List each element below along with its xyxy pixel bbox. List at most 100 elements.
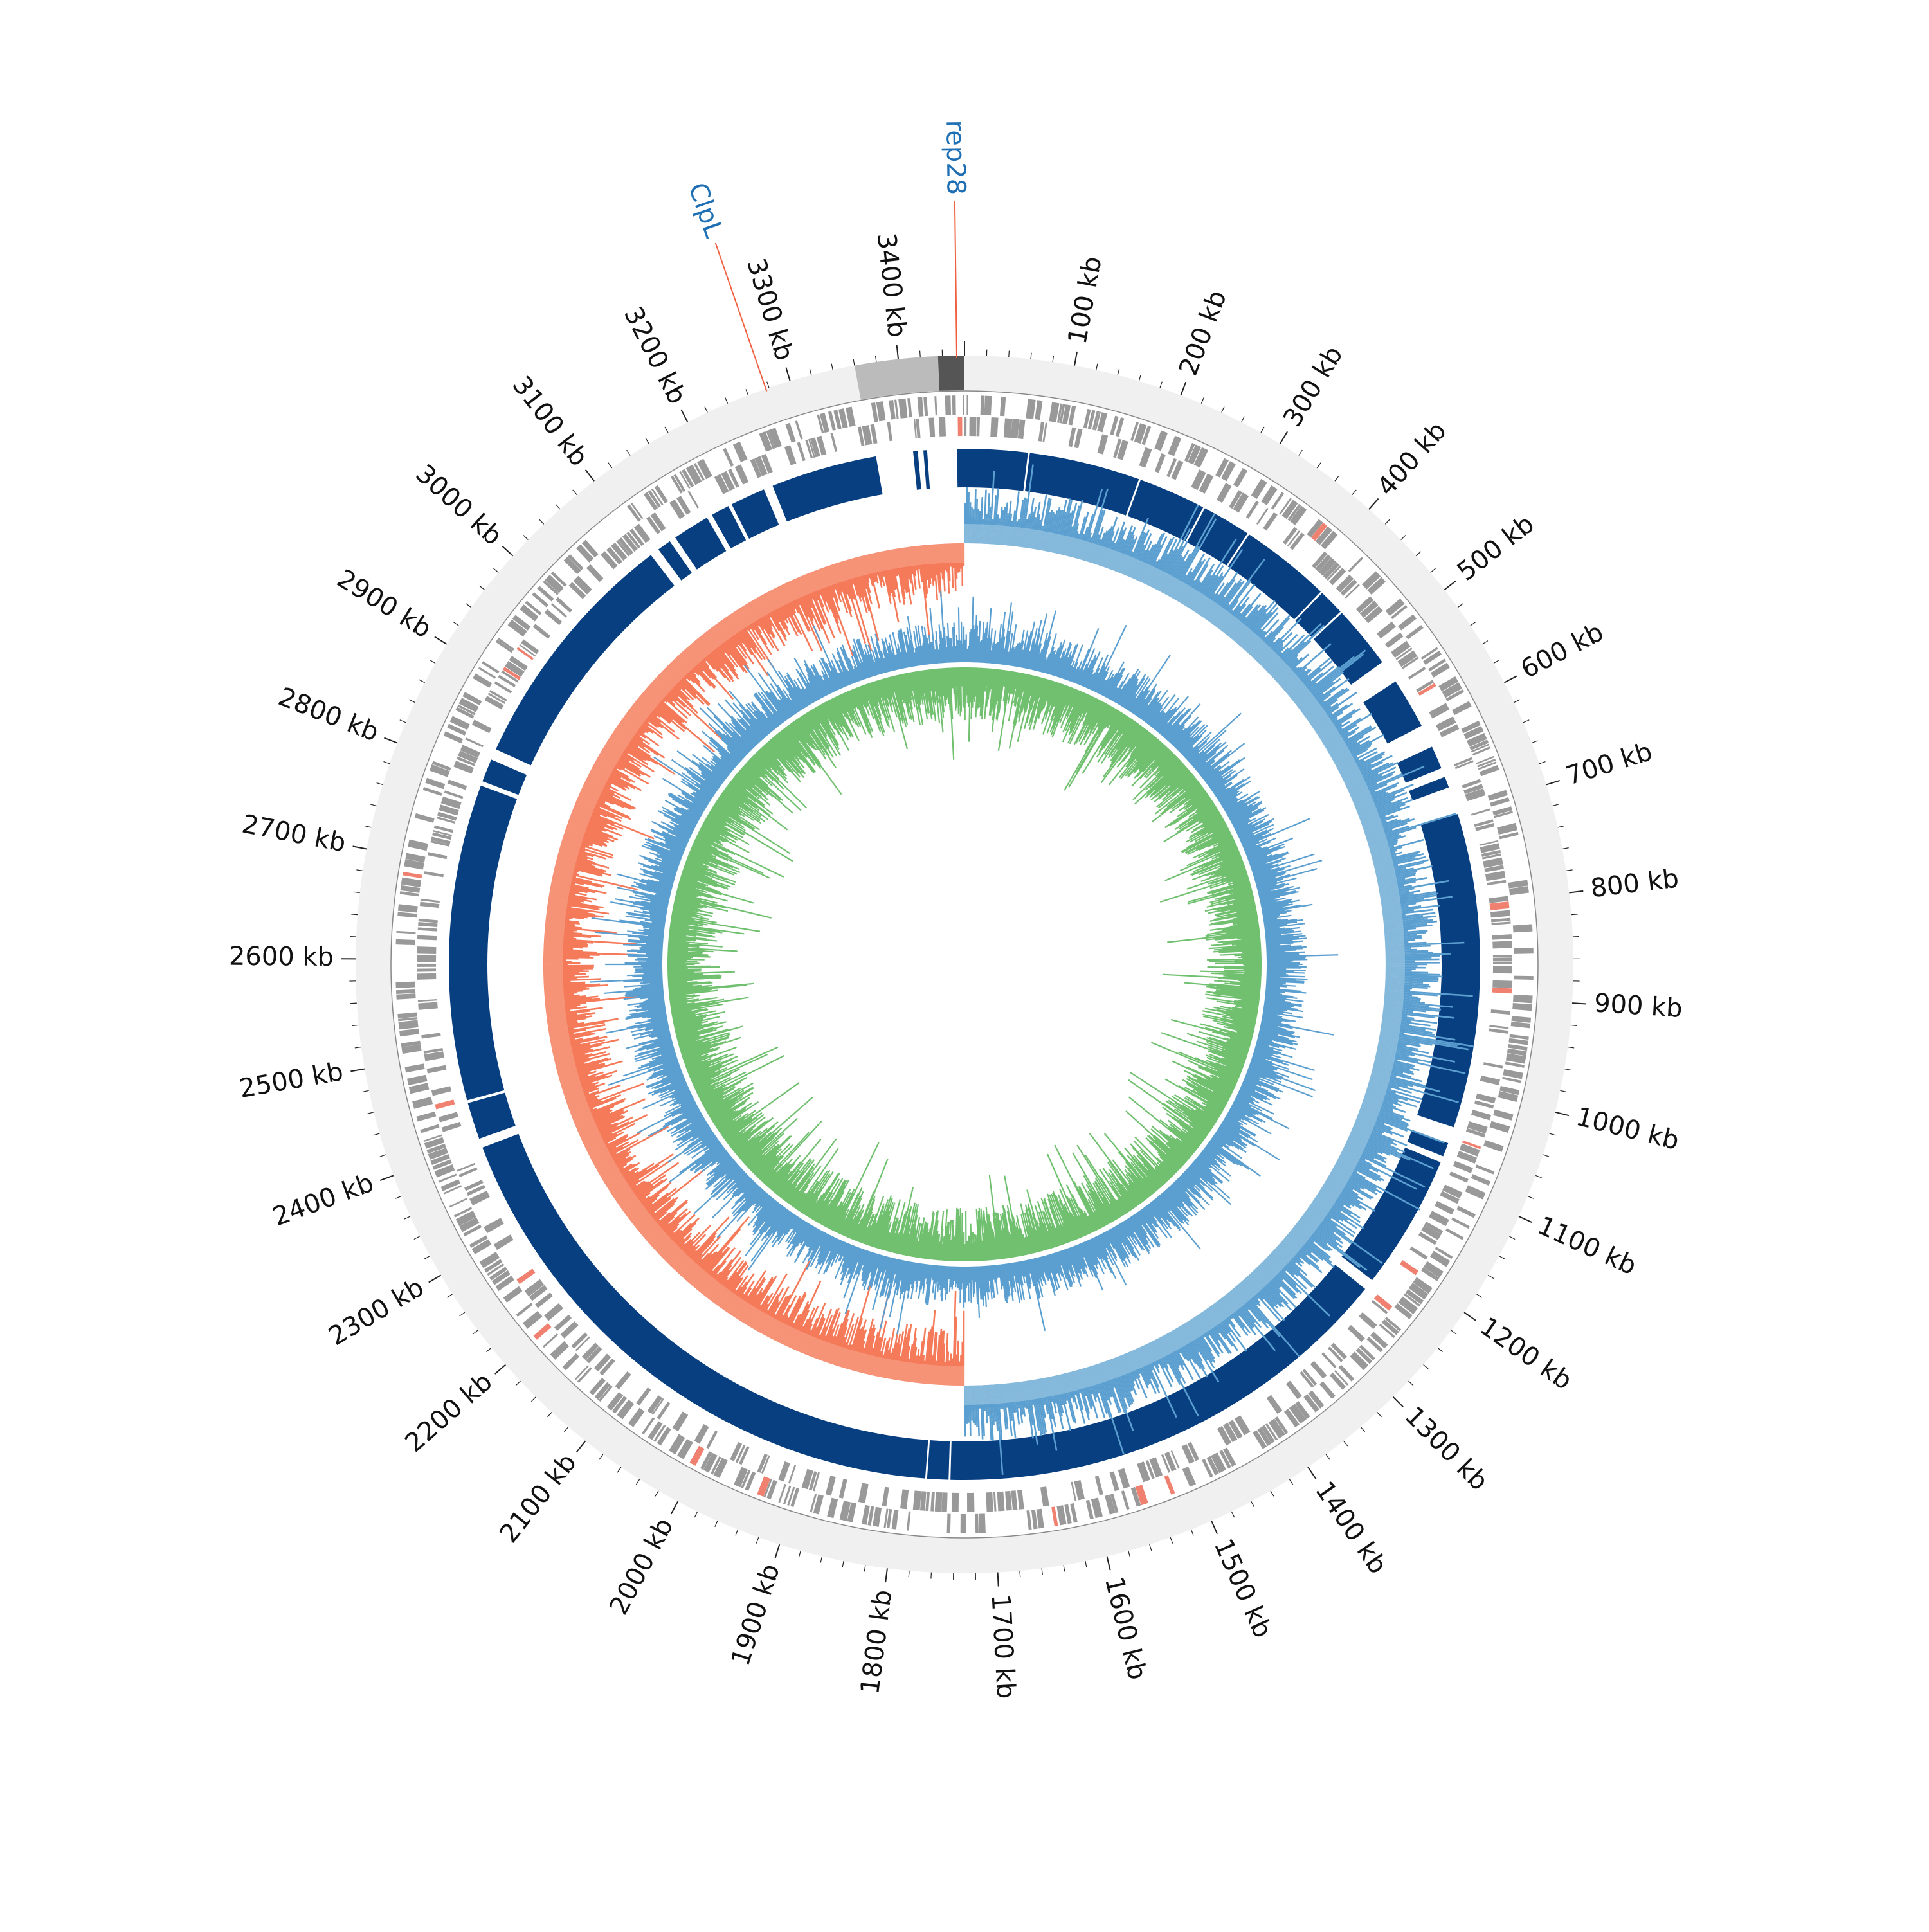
gene-mark <box>1493 1110 1513 1121</box>
minor-tick <box>1271 1491 1274 1497</box>
minor-tick <box>646 438 649 444</box>
major-tick <box>350 1069 365 1072</box>
major-tick <box>435 636 447 644</box>
major-tick <box>577 1441 586 1452</box>
minor-tick <box>1251 1501 1254 1507</box>
axis-tick-label: 3100 kb <box>507 371 594 472</box>
minor-tick <box>1535 1175 1541 1177</box>
alignment-block <box>957 449 964 487</box>
gene-mark <box>396 931 415 934</box>
major-tick <box>586 470 594 481</box>
minor-tick <box>1009 351 1010 357</box>
minor-tick <box>1523 720 1529 723</box>
gene-mark <box>444 790 464 799</box>
gene-mark <box>418 922 437 927</box>
gene-mark <box>520 604 538 621</box>
gene-mark <box>628 1408 645 1427</box>
gene-mark <box>1217 483 1231 503</box>
axis-tick-label: 3300 kb <box>741 255 799 364</box>
gene-mark <box>797 442 805 461</box>
axis-tick-label: 1500 kb <box>1208 1535 1278 1643</box>
minor-tick <box>1139 375 1141 381</box>
major-tick <box>1107 1557 1110 1570</box>
gene-mark <box>1286 1381 1302 1400</box>
alignment-block <box>1363 682 1422 744</box>
gene-mark <box>1005 1491 1012 1511</box>
major-tick <box>384 738 397 743</box>
minor-tick <box>409 700 415 702</box>
gene-mark <box>1319 1381 1336 1399</box>
gene-mark <box>963 395 964 415</box>
gene-mark <box>484 1218 503 1233</box>
minor-tick <box>368 1112 374 1114</box>
minor-tick <box>1564 1069 1571 1070</box>
gene-mark <box>1491 918 1510 923</box>
minor-tick <box>1539 762 1545 764</box>
gene-mark <box>428 852 447 859</box>
minor-tick <box>377 783 383 785</box>
gene-mark <box>1512 1003 1532 1011</box>
gene-mark <box>594 1353 611 1371</box>
minor-tick <box>1416 552 1420 556</box>
gene-mark <box>416 1112 436 1122</box>
gene-mark <box>586 564 604 582</box>
gene-mark <box>1035 400 1042 420</box>
gene-mark <box>516 1268 535 1284</box>
minor-tick <box>725 397 728 403</box>
minor-tick <box>799 1551 801 1557</box>
axis-tick-label: 400 kb <box>1372 416 1453 501</box>
gene-mark <box>544 1303 563 1321</box>
minor-tick <box>351 914 358 915</box>
minor-tick <box>473 1330 478 1334</box>
gene-mark <box>900 1489 909 1509</box>
gene-mark <box>399 1029 419 1036</box>
gene-mark <box>941 1492 947 1512</box>
gene-mark <box>465 737 484 747</box>
gene-mark <box>396 989 415 994</box>
gc-content-bar <box>1267 973 1286 974</box>
minor-tick <box>1543 1155 1549 1157</box>
axis-tick-label: 1400 kb <box>1309 1476 1393 1580</box>
gene-mark <box>1493 966 1512 973</box>
minor-tick <box>1261 427 1264 433</box>
gene-mark <box>964 417 966 436</box>
major-tick <box>1555 1112 1569 1115</box>
axis-tick-label: 1100 kb <box>1533 1211 1640 1281</box>
gc-content-bar <box>968 1267 969 1301</box>
gene-mark <box>967 1493 975 1512</box>
gene-mark <box>449 1198 467 1207</box>
minor-tick <box>875 356 876 362</box>
major-tick <box>775 1544 780 1558</box>
alignment-block <box>923 450 930 489</box>
axis-tick-label: 2300 kb <box>323 1272 429 1351</box>
minor-tick <box>1471 622 1476 626</box>
major-tick <box>1393 1397 1403 1407</box>
minor-tick <box>1482 641 1488 644</box>
gene-mark <box>947 1514 951 1533</box>
gene-mark <box>795 420 802 440</box>
minor-tick <box>820 1557 822 1563</box>
alignment-block <box>449 786 517 1101</box>
gene-mark <box>1256 508 1269 525</box>
gene-mark <box>981 395 985 415</box>
minor-tick <box>810 369 811 375</box>
minor-tick <box>1299 450 1302 455</box>
gene-mark <box>418 999 437 1002</box>
minor-tick <box>1160 382 1162 388</box>
gc-content-bar-inner <box>1224 970 1262 971</box>
gene-mark <box>784 445 797 465</box>
axis-tick-label: 300 kb <box>1278 341 1349 432</box>
minor-tick <box>1085 1561 1087 1567</box>
gene-mark <box>1513 924 1533 932</box>
minor-tick <box>365 826 372 827</box>
minor-tick <box>1566 870 1573 871</box>
minor-tick <box>756 1537 758 1543</box>
minor-tick <box>370 804 377 806</box>
gene-mark <box>673 1411 689 1431</box>
gene-mark <box>1154 430 1168 451</box>
gene-mark <box>417 935 437 941</box>
gene-mark <box>1511 1016 1531 1023</box>
major-tick <box>353 846 367 849</box>
minor-tick <box>694 1512 697 1517</box>
gene-mark <box>690 1446 705 1466</box>
